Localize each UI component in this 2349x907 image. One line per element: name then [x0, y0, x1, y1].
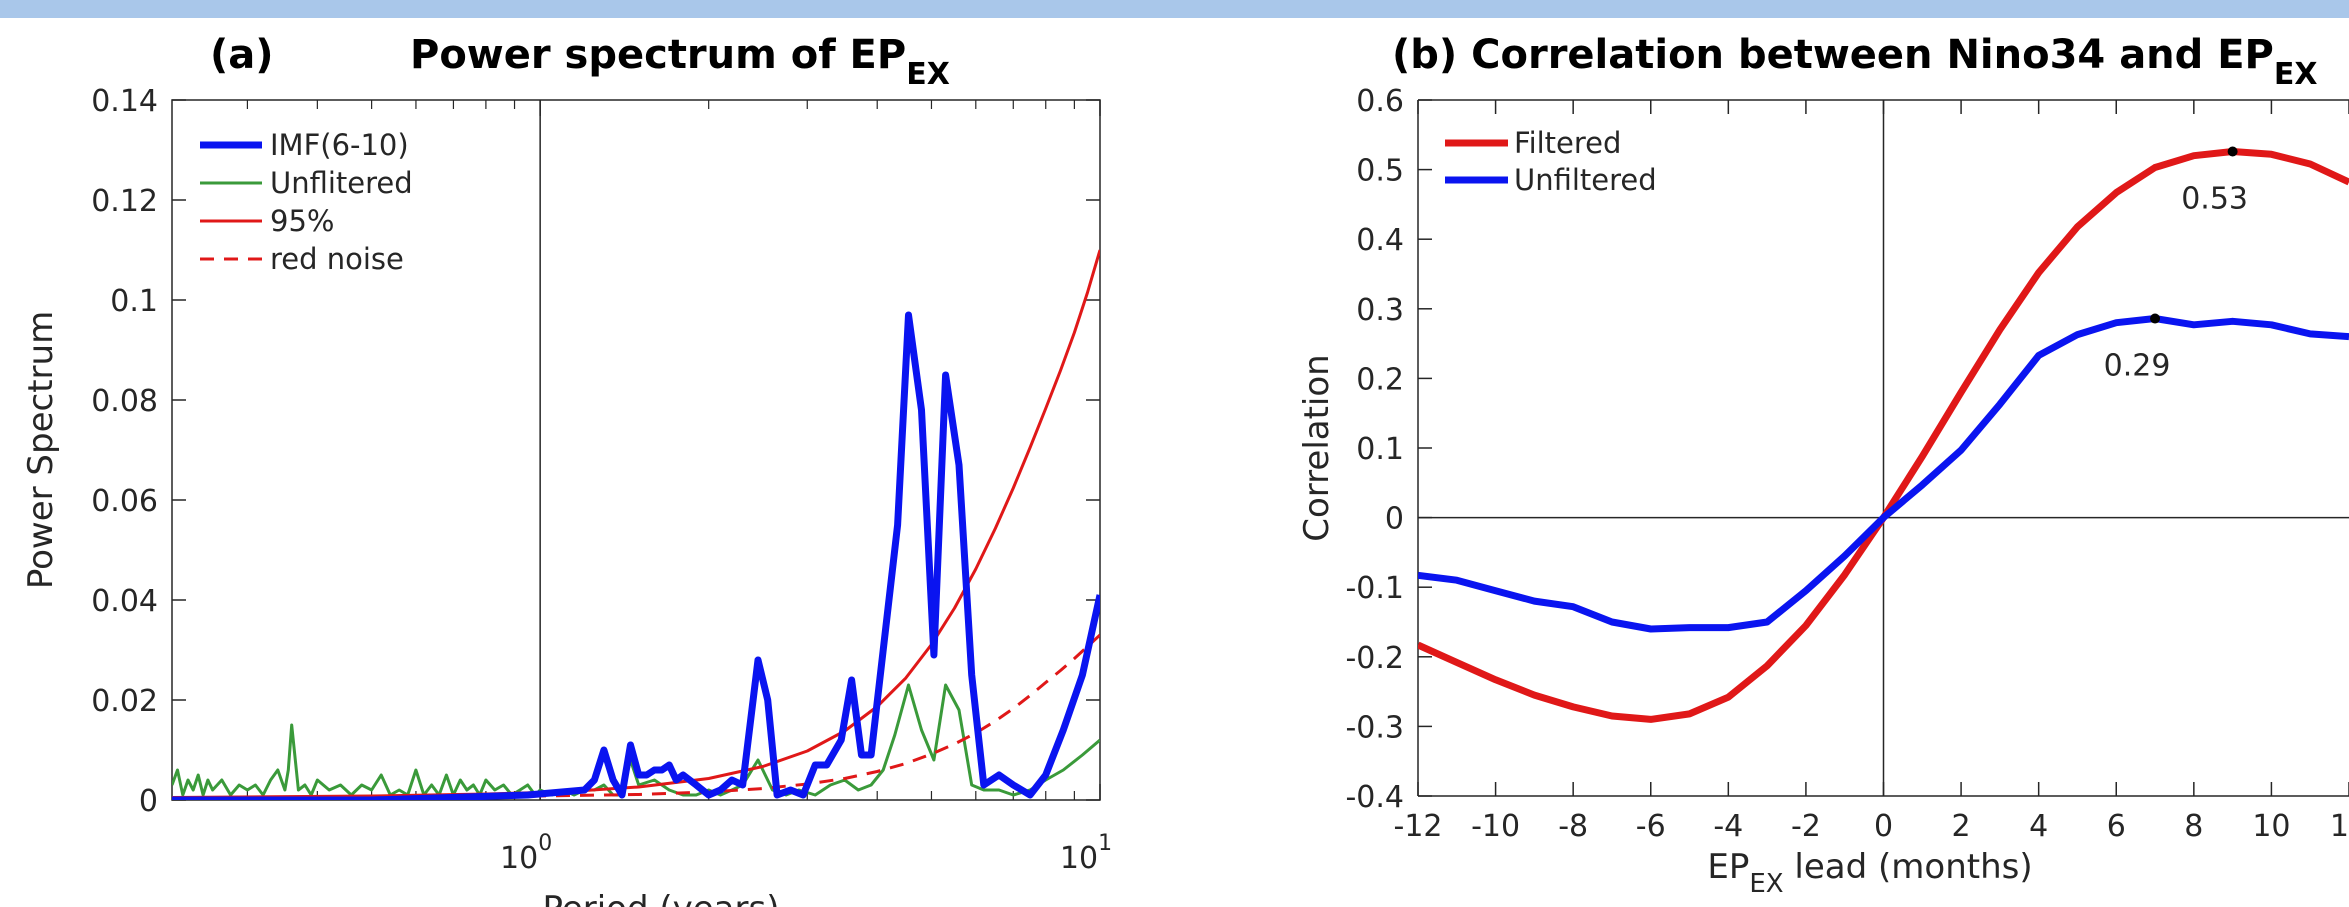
y-tick-label-b: 0.4 [1356, 223, 1404, 258]
series-group-a [172, 249, 1100, 800]
series-line-red-noise [172, 633, 1100, 800]
x-tick-label-b: -8 [1558, 809, 1588, 844]
x-axis-label-a: Period (years) [543, 889, 780, 907]
x-tick-label-b: -4 [1713, 809, 1743, 844]
y-tick-label-a: 0.1 [110, 284, 158, 319]
legend-label-a: 95% [270, 204, 334, 238]
x-tick-label-a: 100 [500, 831, 552, 876]
y-tick-label-b: 0 [1385, 502, 1404, 537]
y-tick-label-a: 0.02 [91, 684, 158, 719]
x-tick-label-b: -2 [1791, 809, 1821, 844]
peak-annotation-label: 0.53 [2181, 182, 2248, 217]
series-line-filtered [1418, 148, 2349, 723]
y-tick-label-b: 0.6 [1356, 84, 1404, 119]
x-tick-label-b: -12 [1394, 809, 1443, 844]
legend-a: IMF(6-10) Unflitered 95% red noise [200, 128, 413, 276]
legend-label-b: Filtered [1514, 126, 1621, 160]
legend-label-a: IMF(6-10) [270, 128, 409, 162]
y-axis-label-a: Power Spectrum [21, 311, 61, 589]
x-tick-label-b: 4 [2029, 809, 2048, 844]
legend-label-a: Unflitered [270, 166, 413, 200]
x-tick-label-b: 2 [1952, 809, 1971, 844]
x-tick-base: 10 [1060, 841, 1098, 876]
x-tick-label-b: -10 [1471, 809, 1520, 844]
axes-box-a [171, 99, 1101, 801]
x-axis-label-b-main: EP [1707, 847, 1749, 887]
series-line-imf-6-10- [172, 311, 1100, 800]
peak-marker [2227, 146, 2238, 157]
chart-title-b-label: (b) [1392, 32, 1471, 78]
chart-title-b-sub: EX [2274, 57, 2318, 92]
chart-title-a-main: Power spectrum of EP [410, 32, 906, 78]
chart-title-a-sub: EX [906, 57, 950, 92]
y-tick-label-a: 0.06 [91, 484, 158, 519]
peak-marker [2150, 313, 2161, 324]
series-line-unfiltered [1418, 315, 2349, 633]
chart-title-a: Power spectrum of EPEX [410, 32, 950, 92]
x-tick-label-b: 8 [2184, 809, 2203, 844]
x-tick-label-b: 6 [2107, 809, 2126, 844]
y-tick-label-b: 0.3 [1356, 293, 1404, 328]
peak-annotation-label: 0.29 [2104, 349, 2171, 384]
x-axis-label-b: EPEX lead (months) [1707, 847, 2032, 899]
y-tick-label-a: 0 [139, 784, 158, 819]
y-tick-label-a: 0.14 [91, 84, 158, 119]
y-tick-label-b: -0.4 [1345, 780, 1404, 815]
y-tick-label-b: 0.1 [1356, 432, 1404, 467]
chart-title-b-main: Correlation between Nino34 and EP [1471, 32, 2274, 78]
x-tick-base: 10 [500, 841, 538, 876]
chart-title-b: (b) Correlation between Nino34 and EPEX [1392, 32, 2317, 92]
legend-label-b: Unfiltered [1514, 163, 1657, 197]
x-tick-label-b: -6 [1636, 809, 1666, 844]
x-tick-label-b: 10 [2252, 809, 2290, 844]
y-tick-label-a: 0.04 [91, 584, 158, 619]
y-axis-label-b: Correlation [1297, 354, 1337, 541]
x-tick-label-b: 12 [2330, 809, 2349, 844]
legend-label-a: red noise [270, 242, 404, 276]
y-tick-label-b: 0.5 [1356, 154, 1404, 189]
y-tick-label-a: 0.08 [91, 384, 158, 419]
x-tick-label-b: 0 [1874, 809, 1893, 844]
y-tick-label-b: -0.2 [1345, 641, 1404, 676]
x-axis-label-b-sub: EX [1749, 869, 1783, 899]
x-axis-label-b-rest: lead (months) [1784, 847, 2033, 887]
panel-label-a: (a) [210, 32, 274, 78]
y-tick-label-b: 0.2 [1356, 362, 1404, 397]
y-tick-label-a: 0.12 [91, 184, 158, 219]
y-tick-label-b: -0.3 [1345, 710, 1404, 745]
x-tick-exponent: 1 [1098, 831, 1112, 856]
x-tick-exponent: 0 [538, 831, 552, 856]
y-tick-label-b: -0.1 [1345, 571, 1404, 606]
series-group-b [1418, 148, 2349, 723]
x-tick-label-a: 101 [1060, 831, 1112, 876]
top-banner [0, 0, 2349, 18]
